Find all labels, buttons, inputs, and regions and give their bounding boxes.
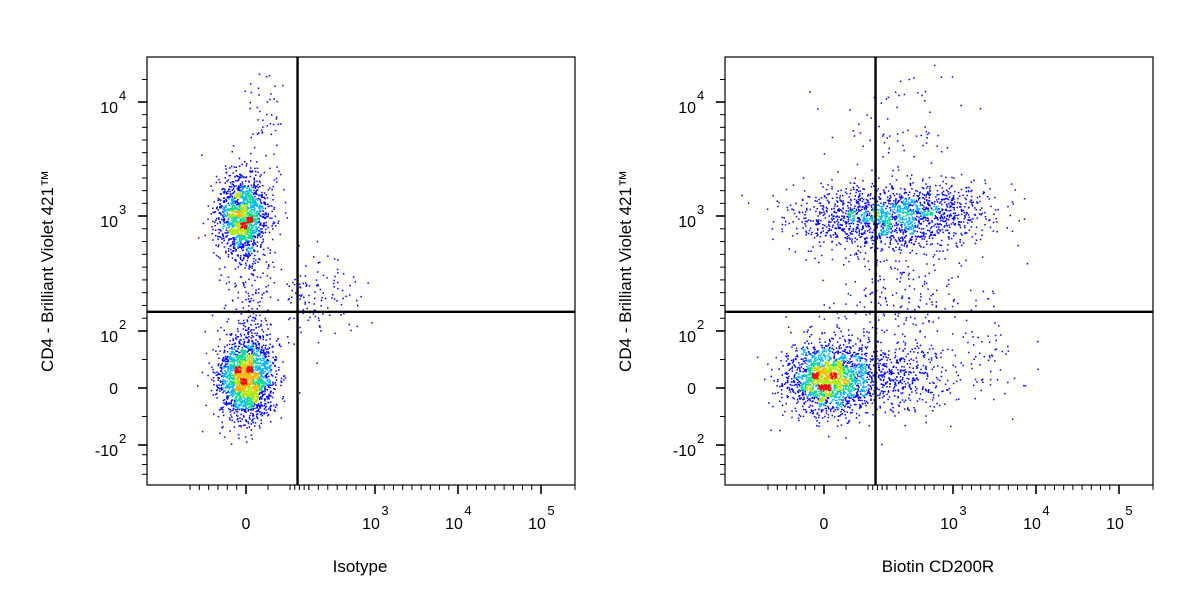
y-axis-label: CD4 - Brilliant Violet 421™ — [616, 170, 635, 372]
event-dots-density-5 — [234, 216, 254, 386]
x-tick-base: 10 — [528, 516, 546, 533]
x-tick-exponent: 3 — [381, 503, 388, 518]
y-tick-label: 0 — [687, 381, 696, 398]
y-tick-exponent: 2 — [697, 431, 704, 446]
y-tick-base: 10 — [100, 214, 118, 231]
x-tick-label: 0 — [242, 516, 251, 533]
y-axis-label: CD4 - Brilliant Violet 421™ — [38, 170, 57, 372]
quadrant-gate — [725, 57, 1153, 485]
y-tick-exponent: 2 — [119, 431, 126, 446]
x-tick-label: 104 — [1023, 503, 1050, 533]
x-tick-base: 0 — [820, 516, 829, 533]
y-tick-base: 10 — [678, 214, 696, 231]
y-tick-label: 103 — [100, 202, 126, 231]
quadrant-gate — [147, 57, 575, 485]
x-tick-exponent: 4 — [464, 503, 471, 518]
x-tick-label: 105 — [1106, 503, 1133, 533]
event-dots-density-3 — [806, 210, 879, 403]
x-tick-label: 105 — [528, 503, 555, 533]
y-tick-base: 10 — [100, 100, 118, 117]
y-tick-label: 102 — [678, 317, 704, 346]
x-tick-exponent: 3 — [959, 503, 966, 518]
x-tick-label: 0 — [820, 516, 829, 533]
y-tick-base: -10 — [673, 443, 696, 460]
y-tick-exponent: 2 — [119, 317, 126, 332]
y-tick-exponent: 4 — [697, 88, 704, 103]
y-tick-label: -102 — [95, 431, 126, 460]
y-tick-exponent: 3 — [119, 202, 126, 217]
x-tick-base: 0 — [242, 516, 251, 533]
y-tick-label: 104 — [678, 88, 704, 117]
event-dots-density-0 — [197, 73, 373, 445]
x-tick-label: 104 — [445, 503, 472, 533]
x-tick-exponent: 5 — [547, 503, 554, 518]
x-tick-exponent: 4 — [1042, 503, 1049, 518]
plot-frame — [724, 56, 1154, 486]
cell-events — [197, 73, 373, 445]
y-tick-exponent: 4 — [119, 88, 126, 103]
cell-events — [741, 64, 1039, 446]
x-tick-label: 103 — [940, 503, 967, 533]
y-tick-label: 102 — [100, 317, 126, 346]
y-tick-base: 0 — [687, 381, 696, 398]
x-tick-base: 10 — [1023, 516, 1041, 533]
x-tick-base: 10 — [1106, 516, 1124, 533]
x-tick-label: 103 — [362, 503, 389, 533]
x-tick-base: 10 — [362, 516, 380, 533]
event-dots-density-2 — [228, 192, 266, 410]
plot-frame — [146, 56, 576, 486]
x-tick-exponent: 5 — [1125, 503, 1132, 518]
y-tick-exponent: 3 — [697, 202, 704, 217]
event-dots-density-1 — [222, 186, 272, 410]
event-dots-density-3 — [228, 192, 260, 404]
y-tick-label: -102 — [673, 431, 704, 460]
y-tick-base: 10 — [678, 100, 696, 117]
x-axis-label: Biotin CD200R — [882, 557, 994, 576]
event-dots-density-4 — [234, 210, 260, 392]
x-axis-label: Isotype — [333, 557, 388, 576]
y-tick-base: 10 — [678, 329, 696, 346]
y-tick-label: 103 — [678, 202, 704, 231]
y-tick-base: -10 — [95, 443, 118, 460]
y-tick-label: 104 — [100, 88, 126, 117]
y-tick-base: 0 — [109, 381, 118, 398]
event-dots-density-0 — [741, 64, 1039, 446]
y-tick-label: 0 — [109, 381, 118, 398]
x-tick-base: 10 — [940, 516, 958, 533]
event-dots-density-4 — [818, 366, 850, 386]
x-tick-base: 10 — [445, 516, 463, 533]
y-tick-exponent: 2 — [697, 317, 704, 332]
event-dots-density-5 — [812, 372, 838, 392]
y-tick-base: 10 — [100, 329, 118, 346]
